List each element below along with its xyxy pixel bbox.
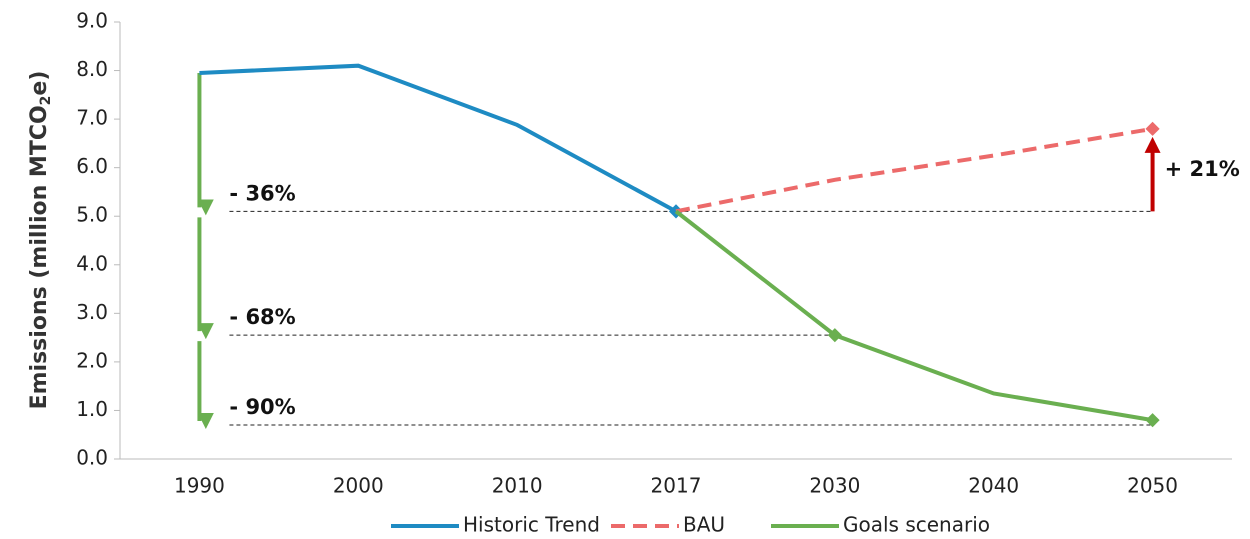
y-tick-label: 5.0 — [76, 203, 108, 227]
annotation: - 36% — [229, 181, 295, 205]
y-tick-label: 9.0 — [76, 9, 108, 33]
series-line — [674, 209, 1153, 423]
y-title-sub: 2 — [38, 96, 54, 106]
series-line — [199, 63, 677, 214]
y-tick-label: 0.0 — [76, 446, 108, 470]
annotation: - 90% — [229, 395, 295, 419]
legend-label: BAU — [683, 513, 725, 537]
point-marker — [1145, 121, 1160, 136]
x-tick-label: 2030 — [809, 474, 860, 498]
y-tick-label: 6.0 — [76, 154, 108, 178]
increase-arrowhead — [1144, 136, 1161, 153]
legend-label: Goals scenario — [843, 513, 990, 537]
annotation: - 68% — [229, 305, 295, 329]
y-tick-label: 4.0 — [76, 251, 108, 275]
point-marker — [1145, 413, 1160, 428]
x-tick-label: 2040 — [968, 474, 1019, 498]
y-axis-title: Emissions (million MTCO2e) — [27, 71, 54, 410]
x-tick-label: 2017 — [651, 474, 702, 498]
x-tick-label: 1990 — [174, 474, 225, 498]
y-tick-label: 3.0 — [76, 300, 108, 324]
x-tick-label: 2000 — [333, 474, 384, 498]
series-line — [675, 126, 1153, 214]
y-tick-label: 7.0 — [76, 106, 108, 130]
x-tick-label: 2010 — [492, 474, 543, 498]
point-marker — [827, 328, 842, 343]
y-tick-label: 1.0 — [76, 397, 108, 421]
y-tick-label: 8.0 — [76, 57, 108, 81]
y-title-part: Emissions (million MTCO — [27, 105, 52, 409]
x-tick-label: 2050 — [1127, 474, 1178, 498]
legend-label: Historic Trend — [463, 513, 600, 537]
y-tick-label: 2.0 — [76, 348, 108, 372]
y-title-part: e) — [27, 71, 52, 96]
annotation: + 21% — [1165, 157, 1240, 181]
